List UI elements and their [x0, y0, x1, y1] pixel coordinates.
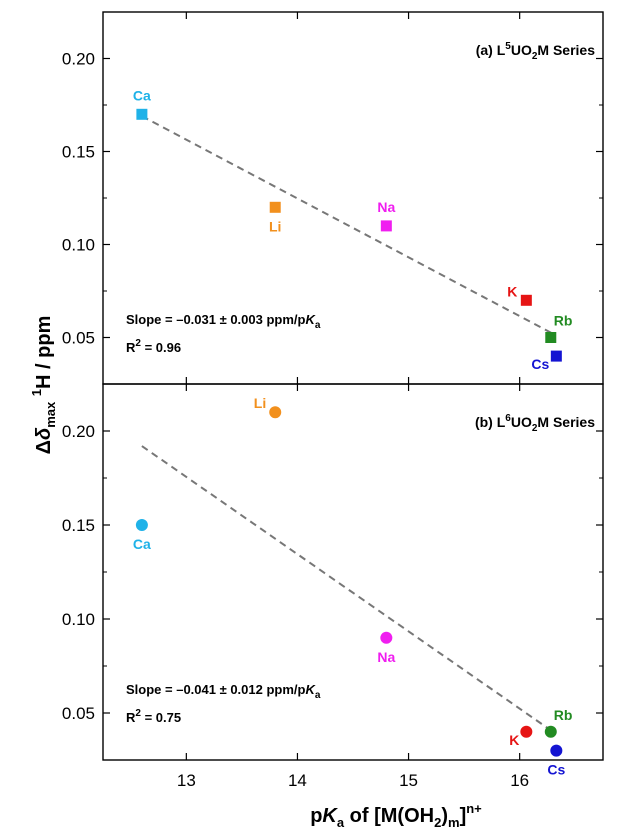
panel-a: 0.05 0.10 0.15 0.20 Ca Li Na K Rb Cs (a) L5UO2M Se…	[62, 11, 604, 385]
x-tick-label: 15	[399, 771, 418, 790]
point-label-k: K	[507, 283, 517, 299]
point-label-na: Na	[377, 199, 395, 215]
point-na	[380, 220, 392, 232]
point-na	[380, 631, 393, 644]
point-label-ca: Ca	[133, 87, 151, 103]
point-cs	[550, 744, 563, 757]
x-tick-label: 16	[510, 771, 529, 790]
y-tick-label: 0.10	[62, 610, 95, 629]
point-k	[520, 294, 532, 306]
slope-text: Slope = –0.041 ± 0.012 ppm/pKa	[126, 682, 321, 701]
x-tick-label: 13	[177, 771, 196, 790]
y-tick-label: 0.15	[62, 143, 95, 162]
y-tick-label: 0.05	[62, 329, 95, 348]
panel-b: 0.05 0.10 0.15 0.20 Ca Li Na K Rb Cs (b) L6UO2M Se…	[62, 383, 604, 778]
point-label-li: Li	[254, 395, 266, 411]
y-tick-label: 0.15	[62, 516, 95, 535]
point-label-ca: Ca	[133, 536, 151, 552]
point-label-rb: Rb	[554, 313, 573, 329]
slope-text: Slope = –0.031 ± 0.003 ppm/pKa	[126, 312, 321, 331]
point-rb	[544, 725, 557, 738]
panels: 0.05 0.10 0.15 0.20 Ca Li Na K Rb Cs (a) L5UO2M Se…	[62, 11, 604, 778]
point-label-cs: Cs	[531, 356, 549, 372]
point-cs	[550, 350, 562, 362]
panel-title: (b) L6UO2M Series	[475, 413, 595, 434]
x-axis: 13 14 15 16	[177, 771, 529, 790]
point-ca	[135, 519, 148, 531]
point-label-k: K	[509, 732, 519, 748]
x-axis-title: pKa of [M(OH2)m]n+	[310, 801, 482, 830]
r2-text: R2 = 0.75	[126, 708, 181, 725]
point-label-rb: Rb	[554, 707, 573, 723]
point-li	[269, 406, 282, 419]
point-ca	[136, 108, 148, 120]
point-li	[269, 201, 281, 213]
panel-frame	[102, 11, 604, 385]
y-tick-label: 0.20	[62, 50, 95, 69]
panel-frame	[102, 383, 604, 761]
y-tick-label: 0.10	[62, 236, 95, 255]
panel-title: (a) L5UO2M Series	[476, 41, 595, 62]
point-rb	[545, 332, 557, 343]
point-label-li: Li	[269, 218, 281, 234]
y-axis-title: Δδmax 1H / ppm	[29, 316, 58, 455]
y-tick-label: 0.20	[62, 422, 95, 441]
point-k	[520, 725, 533, 738]
y-tick-label: 0.05	[62, 704, 95, 723]
point-label-cs: Cs	[547, 762, 565, 778]
fit-line	[141, 115, 554, 335]
x-tick-label: 14	[288, 771, 307, 790]
r2-text: R2 = 0.96	[126, 338, 181, 355]
point-label-na: Na	[377, 649, 395, 665]
